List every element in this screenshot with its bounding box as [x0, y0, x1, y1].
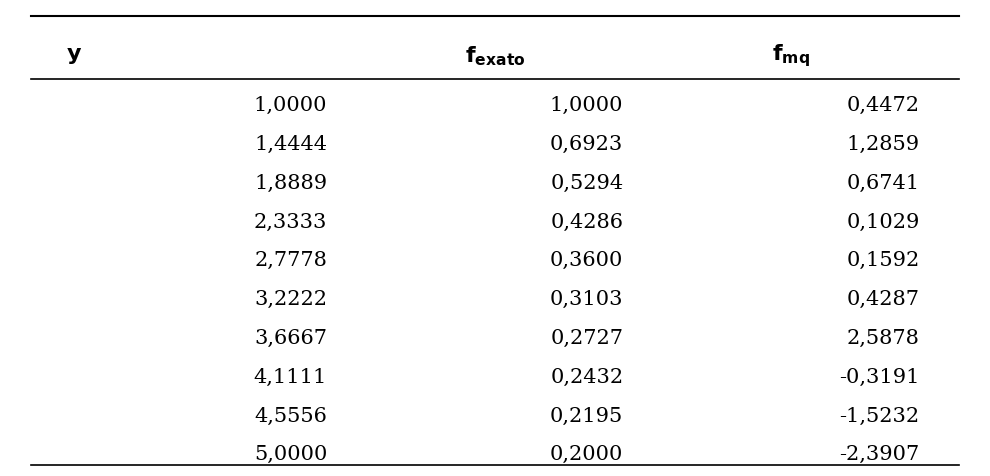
Text: 4,1111: 4,1111	[253, 367, 327, 387]
Text: 1,0000: 1,0000	[253, 96, 327, 115]
Text: 0,1592: 0,1592	[846, 251, 920, 270]
Text: 0,2432: 0,2432	[550, 367, 624, 387]
Text: 0,2195: 0,2195	[550, 407, 624, 426]
Text: 1,2859: 1,2859	[846, 135, 920, 154]
Text: $\mathbf{y}$: $\mathbf{y}$	[65, 46, 82, 66]
Text: 5,0000: 5,0000	[253, 445, 327, 464]
Text: 0,6923: 0,6923	[550, 135, 624, 154]
Text: 1,0000: 1,0000	[549, 96, 624, 115]
Text: 3,6667: 3,6667	[254, 329, 327, 348]
Text: -1,5232: -1,5232	[840, 407, 920, 426]
Text: 0,2727: 0,2727	[550, 329, 624, 348]
Text: 0,6741: 0,6741	[846, 174, 920, 193]
Text: 4,5556: 4,5556	[254, 407, 327, 426]
Text: 0,3103: 0,3103	[549, 290, 624, 309]
Text: 2,5878: 2,5878	[846, 329, 920, 348]
Text: 3,2222: 3,2222	[254, 290, 327, 309]
Text: 0,4287: 0,4287	[846, 290, 920, 309]
Text: 2,7778: 2,7778	[254, 251, 327, 270]
Text: 1,4444: 1,4444	[254, 135, 327, 154]
Text: 0,1029: 0,1029	[846, 212, 920, 231]
Text: 0,4286: 0,4286	[550, 212, 624, 231]
Text: 0,2000: 0,2000	[550, 445, 624, 464]
Text: 0,3600: 0,3600	[550, 251, 624, 270]
Text: 1,8889: 1,8889	[254, 174, 327, 193]
Text: 2,3333: 2,3333	[253, 212, 327, 231]
Text: $\mathbf{f_{exato}}$: $\mathbf{f_{exato}}$	[464, 44, 526, 68]
Text: -2,3907: -2,3907	[840, 445, 920, 464]
Text: 0,5294: 0,5294	[550, 174, 624, 193]
Text: $\mathbf{f_{mq}}$: $\mathbf{f_{mq}}$	[772, 42, 810, 69]
Text: 0,4472: 0,4472	[846, 96, 920, 115]
Text: -0,3191: -0,3191	[839, 367, 920, 387]
